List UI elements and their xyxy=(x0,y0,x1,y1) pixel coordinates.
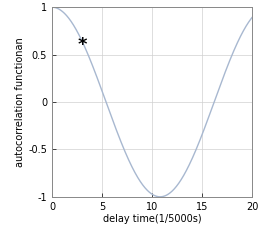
Text: *: * xyxy=(77,36,87,54)
X-axis label: delay time(1/5000s): delay time(1/5000s) xyxy=(103,214,202,224)
Y-axis label: autocorrelation functionan: autocorrelation functionan xyxy=(16,37,25,167)
